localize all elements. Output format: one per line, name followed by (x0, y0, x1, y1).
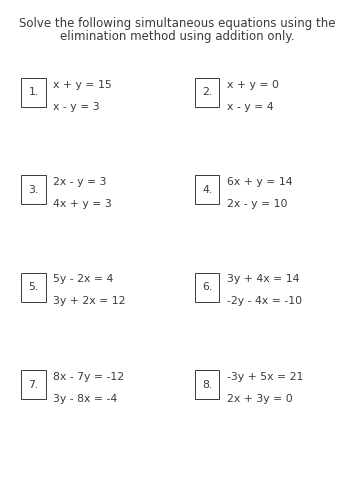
Text: 2x - y = 10: 2x - y = 10 (227, 199, 287, 209)
Text: Solve the following simultaneous equations using the: Solve the following simultaneous equatio… (19, 18, 335, 30)
Text: 8x - 7y = -12: 8x - 7y = -12 (53, 372, 124, 382)
Text: 5y - 2x = 4: 5y - 2x = 4 (53, 274, 114, 284)
Text: x - y = 3: x - y = 3 (53, 102, 100, 112)
Text: 2.: 2. (202, 87, 212, 97)
Text: 7.: 7. (29, 380, 39, 390)
Text: 2x - y = 3: 2x - y = 3 (53, 177, 107, 187)
Text: 8.: 8. (202, 380, 212, 390)
Text: 3y + 2x = 12: 3y + 2x = 12 (53, 296, 126, 306)
Text: 3y - 8x = -4: 3y - 8x = -4 (53, 394, 117, 404)
Text: 6.: 6. (202, 282, 212, 292)
Text: 4.: 4. (202, 184, 212, 194)
Text: 4x + y = 3: 4x + y = 3 (53, 199, 112, 209)
Text: 1.: 1. (29, 87, 39, 97)
Text: 3.: 3. (29, 184, 39, 194)
Text: 3y + 4x = 14: 3y + 4x = 14 (227, 274, 299, 284)
Text: -3y + 5x = 21: -3y + 5x = 21 (227, 372, 303, 382)
Text: x + y = 0: x + y = 0 (227, 80, 279, 90)
Text: 6x + y = 14: 6x + y = 14 (227, 177, 292, 187)
Text: elimination method using addition only.: elimination method using addition only. (60, 30, 294, 43)
Text: 2x + 3y = 0: 2x + 3y = 0 (227, 394, 292, 404)
Text: x - y = 4: x - y = 4 (227, 102, 273, 112)
Text: x + y = 15: x + y = 15 (53, 80, 112, 90)
Text: 5.: 5. (29, 282, 39, 292)
Text: -2y - 4x = -10: -2y - 4x = -10 (227, 296, 302, 306)
